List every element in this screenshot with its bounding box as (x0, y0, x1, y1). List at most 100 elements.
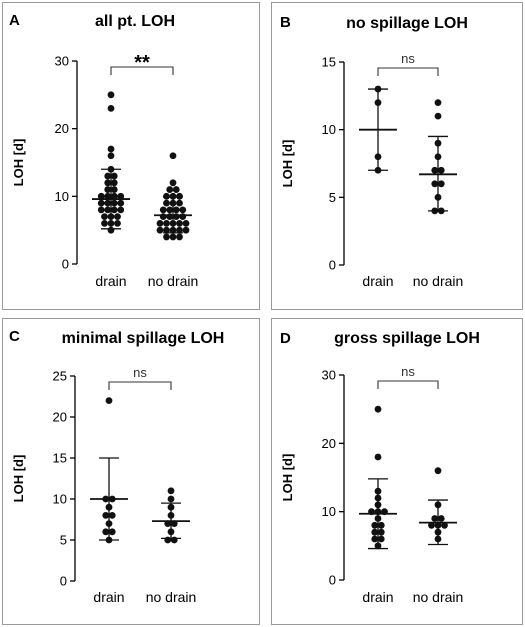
y-tick-label: 5 (60, 533, 67, 548)
y-axis-label: LOH [d] (11, 139, 26, 187)
data-point (156, 220, 164, 227)
data-point (431, 166, 439, 174)
data-point (102, 512, 110, 519)
panel-letter: D (280, 330, 291, 347)
data-point (179, 213, 187, 221)
y-tick-label: 25 (53, 369, 67, 384)
panel-title: gross spillage LOH (334, 330, 480, 347)
x-category-label: drain (362, 273, 393, 289)
data-point (159, 206, 167, 214)
data-point (117, 192, 125, 200)
data-point (172, 186, 180, 193)
data-point (167, 487, 175, 495)
panel-letter: B (280, 14, 291, 31)
data-point (117, 206, 125, 214)
data-point (108, 512, 116, 519)
panel-letter: A (9, 12, 20, 29)
data-point (163, 199, 170, 207)
data-point (371, 528, 379, 536)
data-point (179, 206, 187, 214)
data-point (434, 112, 442, 120)
data-point (104, 186, 112, 193)
y-tick-label: 0 (329, 573, 336, 588)
data-point (182, 220, 190, 227)
data-point (110, 199, 118, 207)
y-tick-label: 30 (55, 54, 69, 69)
data-point (163, 233, 170, 241)
data-point (101, 220, 108, 227)
y-tick-label: 15 (322, 55, 336, 70)
data-point (182, 226, 190, 234)
data-point (104, 206, 112, 214)
data-point (110, 172, 118, 180)
y-tick-label: 15 (53, 451, 67, 466)
data-point (377, 521, 385, 529)
data-point (107, 104, 115, 112)
data-point (101, 213, 108, 221)
data-point (428, 521, 435, 529)
y-tick-label: 5 (329, 190, 336, 205)
data-point (114, 213, 121, 221)
data-point (102, 528, 110, 536)
data-point (172, 213, 180, 221)
panel-title: no spillage LOH (346, 15, 468, 32)
y-axis-label: LOH [d] (280, 454, 295, 502)
x-category-label: no drain (413, 273, 464, 289)
y-tick-label: 0 (60, 574, 67, 589)
data-point (167, 495, 175, 503)
data-point (437, 180, 445, 188)
data-point (105, 397, 113, 404)
data-point (431, 180, 439, 188)
data-point (377, 535, 385, 543)
data-point (97, 192, 105, 200)
data-point (176, 226, 183, 234)
y-tick-label: 20 (322, 436, 336, 451)
data-point (431, 515, 439, 522)
data-point (172, 206, 180, 214)
x-category-label: no drain (146, 589, 197, 605)
significance-label: ns (401, 51, 415, 66)
data-point (107, 152, 115, 160)
data-point (169, 179, 177, 187)
data-point (176, 199, 183, 207)
data-point (434, 99, 442, 106)
x-category-label: drain (362, 589, 393, 605)
data-point (170, 536, 178, 544)
data-point (159, 213, 167, 221)
data-point (110, 186, 118, 193)
data-point (114, 220, 121, 227)
data-point (169, 152, 177, 160)
panel-title: minimal spillage LOH (62, 330, 225, 347)
data-point (110, 206, 118, 214)
data-point (169, 233, 177, 241)
y-axis-label: LOH [d] (11, 455, 26, 503)
data-point (434, 467, 442, 475)
data-point (374, 453, 382, 461)
data-point (104, 179, 112, 187)
y-tick-label: 10 (53, 492, 67, 507)
data-point (108, 528, 116, 536)
data-point (166, 186, 174, 193)
data-point (97, 206, 105, 214)
data-point (176, 233, 183, 241)
y-tick-label: 10 (322, 504, 336, 519)
data-point (176, 220, 183, 227)
data-point (117, 199, 125, 207)
data-point (104, 192, 112, 200)
y-tick-label: 10 (322, 122, 336, 137)
data-point (374, 405, 382, 413)
x-category-label: no drain (148, 273, 199, 289)
panel-title: all pt. LOH (95, 13, 175, 30)
data-point (441, 521, 448, 529)
panel-letter: C (9, 328, 20, 345)
data-point (437, 515, 445, 522)
significance-bracket (377, 67, 439, 76)
y-tick-label: 10 (55, 189, 69, 204)
data-point (437, 166, 445, 174)
data-point (164, 536, 172, 544)
y-tick-label: 20 (53, 410, 67, 425)
